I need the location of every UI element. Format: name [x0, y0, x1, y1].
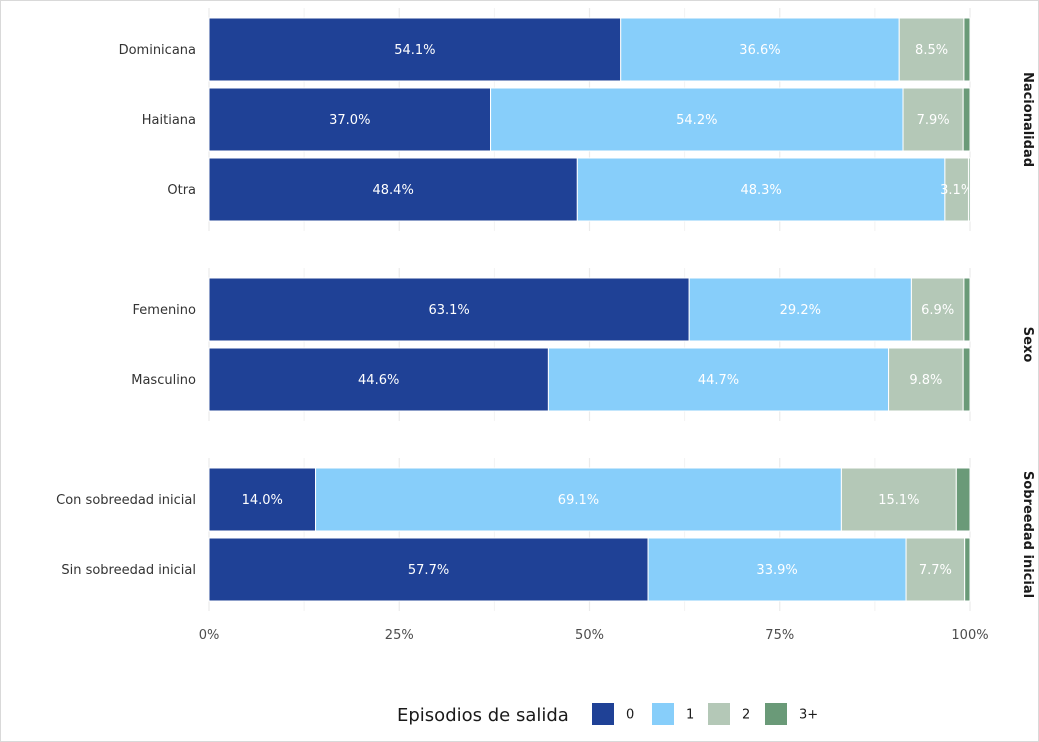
- bar-segment-0: [208, 277, 690, 342]
- data-label: 6.9%: [921, 303, 954, 318]
- data-label: 54.1%: [394, 43, 435, 58]
- data-label: 69.1%: [558, 493, 599, 508]
- bar-segment-2: [840, 467, 957, 532]
- data-label: 8.5%: [915, 43, 948, 58]
- legend-title: Episodios de salida: [397, 705, 569, 726]
- category-label: Femenino: [133, 303, 197, 318]
- data-label: 33.9%: [756, 563, 797, 578]
- data-label: 48.3%: [740, 183, 781, 198]
- data-label: 48.4%: [373, 183, 414, 198]
- data-label: 37.0%: [329, 113, 370, 128]
- legend-key-0: [592, 703, 614, 725]
- data-label: 57.7%: [408, 563, 449, 578]
- data-label: 29.2%: [780, 303, 821, 318]
- bar-segment-3plus: [963, 17, 971, 82]
- bar-segment-1: [315, 467, 842, 532]
- data-label: 7.9%: [917, 113, 950, 128]
- bar-segment-3plus: [962, 87, 971, 152]
- bar-segment-0: [208, 157, 578, 222]
- x-tick-label: 50%: [575, 628, 604, 643]
- bar-segment-3plus: [963, 277, 971, 342]
- facet-strip-label: Sexo: [1020, 327, 1035, 363]
- bar-segment-1: [620, 17, 900, 82]
- data-label: 3.1%: [940, 183, 973, 198]
- bar-segment-1: [490, 87, 904, 152]
- legend-key-3plus: [765, 703, 787, 725]
- bar-segment-1: [688, 277, 912, 342]
- data-label: 15.1%: [878, 493, 919, 508]
- facet-strip-label: Nacionalidad: [1020, 72, 1035, 167]
- category-label: Con sobreedad inicial: [56, 493, 196, 508]
- data-label: 63.1%: [428, 303, 469, 318]
- data-label: 9.8%: [909, 373, 942, 388]
- category-label: Haitiana: [142, 113, 196, 128]
- data-label: 7.7%: [919, 563, 952, 578]
- category-label: Dominicana: [119, 43, 196, 58]
- legend-entry-label: 1: [686, 708, 694, 723]
- category-label: Sin sobreedad inicial: [61, 563, 196, 578]
- bar-segment-3plus: [955, 467, 971, 532]
- legend-key-2: [708, 703, 730, 725]
- data-label: 14.0%: [242, 493, 283, 508]
- data-label: 44.7%: [698, 373, 739, 388]
- bar-segment-3plus: [964, 537, 971, 602]
- legend-entry-label: 3+: [799, 708, 818, 723]
- category-label: Otra: [167, 183, 196, 198]
- legend-entry-label: 2: [742, 708, 750, 723]
- bar-segment-3plus: [967, 157, 971, 222]
- bar-segment-2: [898, 17, 965, 82]
- bar-segment-1: [647, 537, 907, 602]
- x-tick-label: 100%: [951, 628, 988, 643]
- bar-segment-0: [208, 347, 549, 412]
- bar-segment-2: [910, 277, 965, 342]
- x-tick-label: 75%: [765, 628, 794, 643]
- data-label: 36.6%: [739, 43, 780, 58]
- x-tick-label: 0%: [199, 628, 220, 643]
- bar-segment-0: [208, 537, 649, 602]
- bar-segment-2: [888, 347, 964, 412]
- bar-segment-3plus: [962, 347, 971, 412]
- bar-segment-0: [208, 17, 622, 82]
- data-label: 44.6%: [358, 373, 399, 388]
- legend-entry-label: 0: [626, 708, 634, 723]
- bar-segment-2: [902, 87, 964, 152]
- legend-key-1: [652, 703, 674, 725]
- data-label: 54.2%: [676, 113, 717, 128]
- bar-segment-1: [576, 157, 946, 222]
- bar-segment-1: [547, 347, 890, 412]
- x-tick-label: 25%: [385, 628, 414, 643]
- bar-segment-2: [905, 537, 966, 602]
- bar-segment-0: [208, 467, 317, 532]
- category-label: Masculino: [131, 373, 196, 388]
- facet-strip-label: Sobreedad inicial: [1020, 471, 1035, 598]
